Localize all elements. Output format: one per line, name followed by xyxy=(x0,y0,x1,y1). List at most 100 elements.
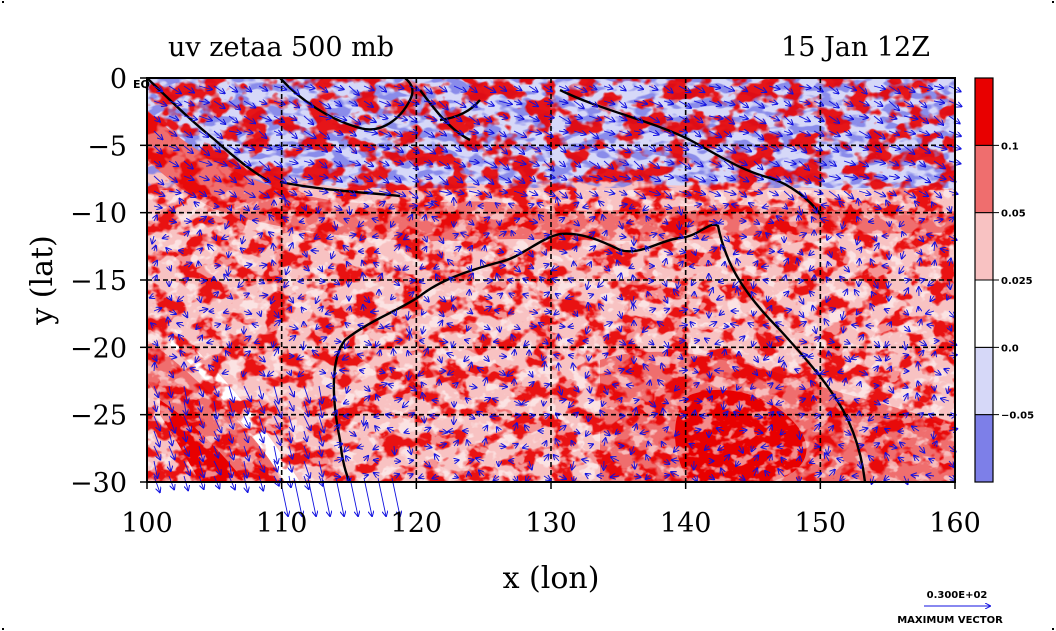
wind-vector xyxy=(348,101,357,106)
wind-vector xyxy=(927,325,935,326)
wind-vector xyxy=(918,145,930,153)
wind-vector xyxy=(358,325,365,326)
wind-vector xyxy=(183,263,192,266)
wind-vector xyxy=(663,176,673,178)
wind-vector xyxy=(569,326,575,327)
wind-vector xyxy=(168,85,181,93)
wind-vector xyxy=(483,296,491,298)
wind-vector xyxy=(599,201,604,206)
wind-vector xyxy=(798,322,806,326)
wind-vector xyxy=(588,86,596,89)
wind-vector xyxy=(843,85,856,90)
wind-vector xyxy=(198,101,209,103)
wind-vector xyxy=(300,221,304,222)
wind-vector xyxy=(813,175,824,181)
wind-vector xyxy=(334,296,337,299)
wind-vector xyxy=(373,236,380,237)
x-tick-label-0: 100 xyxy=(121,508,173,539)
wind-vector xyxy=(378,146,389,149)
wind-vector xyxy=(633,304,634,312)
wind-vector xyxy=(379,326,383,328)
wind-vector xyxy=(738,100,748,107)
wind-vector xyxy=(543,146,551,150)
wind-vector xyxy=(153,206,162,208)
wind-vector xyxy=(633,190,645,198)
wind-vector xyxy=(588,130,598,138)
wind-vector xyxy=(717,296,725,300)
wind-vector xyxy=(813,85,823,92)
wind-vector xyxy=(918,131,929,135)
wind-vector xyxy=(376,341,379,347)
wind-vector xyxy=(618,204,627,206)
x-axis: 100 110 120 130 140 150 160 xyxy=(121,482,981,539)
wind-vector xyxy=(243,85,251,92)
wind-vector xyxy=(273,86,286,90)
wind-vector xyxy=(766,233,769,236)
wind-vector xyxy=(273,131,282,135)
wind-vector xyxy=(798,175,811,183)
wind-vector xyxy=(646,246,649,251)
wind-vector xyxy=(408,175,418,182)
wind-vector xyxy=(334,370,335,377)
wind-vector xyxy=(523,279,530,281)
wind-vector xyxy=(776,323,785,327)
wind-vector xyxy=(753,176,763,179)
wind-vector xyxy=(153,175,163,185)
wind-vector xyxy=(242,235,244,243)
wind-vector xyxy=(941,249,950,251)
wind-vector xyxy=(857,235,859,244)
wind-vector xyxy=(664,259,666,267)
colorbar-swatch-4 xyxy=(974,144,994,214)
wind-vector xyxy=(630,266,635,268)
wind-vector xyxy=(869,221,874,222)
wind-vector xyxy=(371,311,380,312)
wind-vector xyxy=(768,116,779,120)
wind-vector xyxy=(843,325,844,332)
wind-vector xyxy=(178,295,185,301)
wind-vector xyxy=(873,145,881,152)
wind-vector xyxy=(286,265,289,274)
wind-vector xyxy=(724,236,729,241)
wind-vector xyxy=(933,160,945,168)
wind-vector xyxy=(648,100,662,106)
y-tick-label-6: −30 xyxy=(70,468,127,499)
wind-vector xyxy=(813,115,824,121)
wind-vector xyxy=(809,251,814,255)
wind-vector xyxy=(214,206,219,207)
wind-vector xyxy=(208,245,215,252)
wind-vector xyxy=(393,86,404,89)
wind-vector xyxy=(393,115,407,120)
wind-vector xyxy=(888,116,897,119)
wind-vector xyxy=(438,341,447,342)
wind-vector xyxy=(241,215,244,222)
wind-vector xyxy=(573,85,587,92)
wind-vector xyxy=(903,85,915,92)
wind-vector xyxy=(303,146,312,148)
wind-vector xyxy=(153,145,162,154)
wind-vector xyxy=(753,85,766,92)
wind-vector xyxy=(604,296,606,300)
wind-vector xyxy=(318,160,327,168)
wind-vector xyxy=(168,101,181,105)
wind-vector xyxy=(812,217,814,221)
wind-vector xyxy=(273,115,284,122)
wind-vector xyxy=(348,191,356,196)
wind-vector xyxy=(934,261,935,267)
wind-vector xyxy=(513,86,521,90)
wind-vector xyxy=(902,250,904,259)
wind-vector xyxy=(184,232,189,237)
wind-vector xyxy=(903,116,918,119)
wind-vector xyxy=(423,176,432,178)
wind-vector xyxy=(902,232,904,236)
wind-vector xyxy=(318,130,329,139)
wind-vector xyxy=(273,160,282,167)
wind-vector xyxy=(273,175,286,183)
wind-vector xyxy=(513,130,526,137)
wind-vector xyxy=(573,146,584,148)
wind-vector xyxy=(393,130,402,136)
wind-vector xyxy=(326,326,335,327)
wind-vector xyxy=(289,295,293,303)
wind-vector xyxy=(828,100,839,108)
wind-vector xyxy=(229,340,230,347)
wind-vector xyxy=(483,326,490,329)
